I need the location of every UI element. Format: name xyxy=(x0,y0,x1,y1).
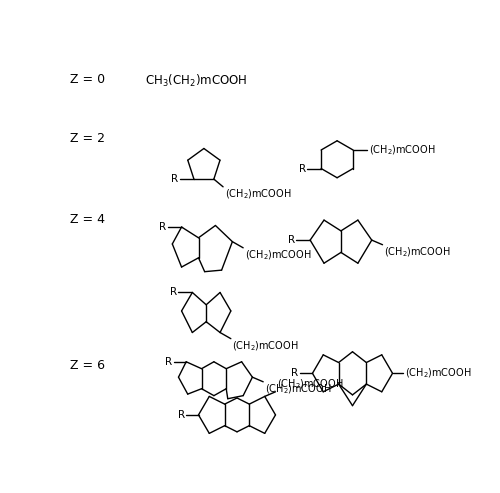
Text: (CH$_2$)mCOOH: (CH$_2$)mCOOH xyxy=(277,378,344,391)
Text: (CH$_2$)mCOOH: (CH$_2$)mCOOH xyxy=(384,246,450,259)
Text: Z = 4: Z = 4 xyxy=(70,213,105,226)
Text: R: R xyxy=(288,235,295,245)
Text: (CH$_2$)mCOOH: (CH$_2$)mCOOH xyxy=(368,143,435,157)
Text: (CH$_2$)mCOOH: (CH$_2$)mCOOH xyxy=(232,340,299,353)
Text: (CH$_2$)mCOOH: (CH$_2$)mCOOH xyxy=(405,366,471,380)
Text: Z = 0: Z = 0 xyxy=(70,73,105,86)
Text: R: R xyxy=(172,174,178,184)
Text: R: R xyxy=(165,357,172,367)
Text: Z = 2: Z = 2 xyxy=(70,132,105,145)
Text: (CH$_2$)mCOOH: (CH$_2$)mCOOH xyxy=(244,248,311,262)
Text: R: R xyxy=(298,164,306,174)
Text: R: R xyxy=(159,222,166,232)
Text: R: R xyxy=(292,368,298,378)
Text: (CH$_2$)mCOOH: (CH$_2$)mCOOH xyxy=(224,188,291,201)
Text: (CH$_2$)mCOOH: (CH$_2$)mCOOH xyxy=(264,383,331,396)
Text: R: R xyxy=(178,410,184,420)
Text: Z = 6: Z = 6 xyxy=(70,359,105,372)
Text: R: R xyxy=(170,287,177,297)
Text: CH$_3$(CH$_2$)mCOOH: CH$_3$(CH$_2$)mCOOH xyxy=(144,73,247,89)
